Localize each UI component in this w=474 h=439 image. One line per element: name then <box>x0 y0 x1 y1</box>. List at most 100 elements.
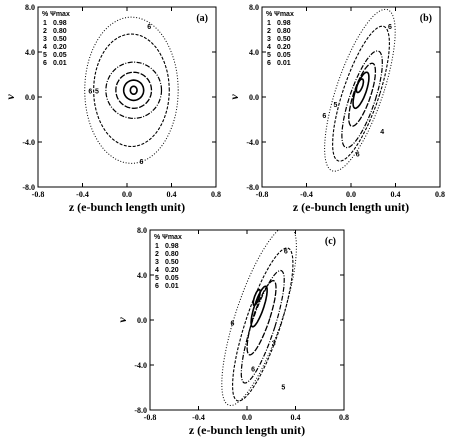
x-tick-label: -0.4 <box>192 413 205 422</box>
legend-level-id: 5 <box>155 275 159 282</box>
legend-level-id: 6 <box>43 60 47 67</box>
y-tick-label: -4.0 <box>22 138 35 147</box>
panel-c: -0.8 -0.4 0.0 0.4 0.8 8.0 4.0 0.0 -4.0 -8.0 z (e-b… <box>115 226 349 437</box>
contour-level-1 <box>355 78 365 94</box>
y-tick-label: 0.0 <box>25 93 35 102</box>
legend-level-value: 0.98 <box>53 20 67 27</box>
contour-level-6 <box>84 16 179 164</box>
y-tick-label: 8.0 <box>25 3 35 12</box>
contour-level-3 <box>115 71 153 109</box>
x-axis-title: z (e-bunch length unit) <box>189 423 305 437</box>
contour-level-5 <box>332 25 390 162</box>
legend-level-value: 0.20 <box>165 267 179 274</box>
y-tick-label: 4.0 <box>25 48 35 57</box>
legend-level-id: 4 <box>267 44 271 51</box>
contour-label: 5 <box>333 102 337 109</box>
contour-label: 6 <box>230 320 234 327</box>
contour-level-2 <box>352 71 370 110</box>
y-tick-label: -8.0 <box>134 406 147 415</box>
x-tick-label: -0.8 <box>144 413 157 422</box>
legend-level-id: 2 <box>43 28 47 35</box>
legend-level-id: 6 <box>267 60 271 67</box>
contour-label: 6 <box>284 248 288 255</box>
contour-level-1 <box>129 85 138 95</box>
legend-header: % Ψmax <box>154 234 182 241</box>
legend-level-id: 3 <box>43 36 47 43</box>
contour-label: 4 <box>380 129 384 136</box>
contour-level-5 <box>93 33 170 148</box>
y-tick-label: 0.0 <box>137 316 147 325</box>
legend-level-id: 1 <box>43 20 47 27</box>
y-axis-title: ν <box>227 94 241 100</box>
y-axis-title: ν <box>115 317 129 323</box>
legend-level-id: 5 <box>267 52 271 59</box>
contour-level-3 <box>348 62 377 127</box>
x-axis-title: z (e-bunch length unit) <box>69 200 185 214</box>
contour-label: 6 <box>356 151 360 158</box>
x-tick-label: 0.8 <box>211 190 221 199</box>
contour-level-1 <box>252 288 261 307</box>
legend-level-value: 0.01 <box>277 60 291 67</box>
contour-group <box>221 230 297 407</box>
y-tick-label: 4.0 <box>249 48 259 57</box>
legend-level-value: 0.98 <box>165 243 179 250</box>
legend-level-value: 0.98 <box>277 20 291 27</box>
contour-level-6 <box>221 230 297 407</box>
y-tick-label: -8.0 <box>22 183 35 192</box>
legend-level-value: 0.80 <box>53 28 67 35</box>
legend-level-value: 0.01 <box>53 60 67 67</box>
x-axis-title: z (e-bunch length unit) <box>293 200 409 214</box>
contour-level-4 <box>341 50 383 149</box>
x-tick-label: -0.8 <box>256 190 269 199</box>
legend-level-id: 4 <box>155 267 159 274</box>
legend-level-value: 0.50 <box>277 36 291 43</box>
x-tick-label: 0.0 <box>242 413 252 422</box>
legend-level-value: 0.50 <box>53 36 67 43</box>
x-tick-label: -0.8 <box>32 190 45 199</box>
x-tick-label: 0.0 <box>346 190 356 199</box>
contour-label: 5 <box>95 88 99 95</box>
contour-level-2 <box>250 285 268 328</box>
contour-level-2 <box>122 79 145 102</box>
legend-level-id: 2 <box>155 251 159 258</box>
y-tick-label: -4.0 <box>134 361 147 370</box>
panel-tag: (a) <box>196 13 208 24</box>
x-tick-label: 0.4 <box>391 190 401 199</box>
legend-level-id: 6 <box>155 283 159 290</box>
contour-group <box>324 8 396 172</box>
x-tick-label: 0.0 <box>122 190 132 199</box>
panel-b: -0.8 -0.4 0.0 0.4 0.8 8.0 4.0 0.0 -4.0 -8.0 z (e-b… <box>227 3 445 214</box>
contour-label: 3 <box>272 341 276 348</box>
contour-label: 6 <box>88 88 92 95</box>
legend-level-value: 0.05 <box>53 52 67 59</box>
contour-label: 6 <box>388 24 392 31</box>
y-tick-label: -8.0 <box>246 183 259 192</box>
legend-level-id: 3 <box>267 36 271 43</box>
x-tick-label: 0.4 <box>167 190 177 199</box>
legend-level-value: 0.01 <box>165 283 179 290</box>
y-tick-label: -4.0 <box>246 138 259 147</box>
legend-level-id: 5 <box>43 52 47 59</box>
panel-tag: (b) <box>420 13 432 24</box>
x-tick-label: -0.4 <box>76 190 89 199</box>
legend-level-value: 0.80 <box>277 28 291 35</box>
legend-level-id: 4 <box>43 44 47 51</box>
contour-label: 6 <box>251 366 255 373</box>
panel-tag: (c) <box>325 236 336 247</box>
x-tick-label: 0.4 <box>291 413 301 422</box>
legend-level-id: 1 <box>267 20 271 27</box>
legend-level-value: 0.05 <box>277 52 291 59</box>
x-tick-label: -0.4 <box>300 190 313 199</box>
y-tick-label: 8.0 <box>249 3 259 12</box>
legend-level-value: 0.50 <box>165 259 179 266</box>
x-tick-label: 0.8 <box>435 190 445 199</box>
legend-level-value: 0.05 <box>165 275 179 282</box>
contour-level-3 <box>246 279 277 356</box>
x-tick-label: 0.8 <box>339 413 349 422</box>
y-tick-label: 4.0 <box>137 271 147 280</box>
legend-level-id: 3 <box>155 259 159 266</box>
legend-level-id: 1 <box>155 243 159 250</box>
y-axis-title: ν <box>3 94 17 100</box>
legend-level-id: 2 <box>267 28 271 35</box>
